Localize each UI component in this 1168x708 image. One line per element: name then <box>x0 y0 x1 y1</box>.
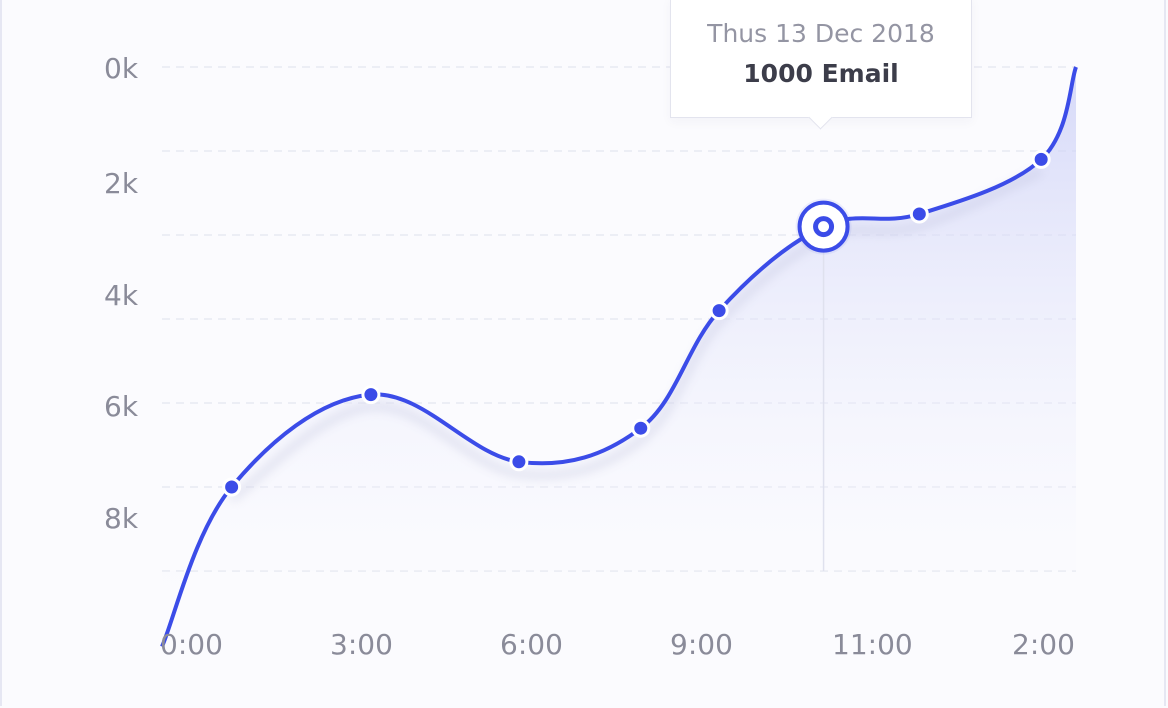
y-tick-label: 8k <box>104 502 139 535</box>
data-point[interactable] <box>509 452 529 472</box>
data-point-highlighted-core <box>813 216 835 238</box>
data-point[interactable] <box>709 301 729 321</box>
data-point[interactable] <box>909 204 929 224</box>
tooltip: Thus 13 Dec 2018 1000 Email <box>670 0 972 118</box>
data-point[interactable] <box>1031 149 1051 169</box>
x-tick-label: 3:00 <box>330 628 393 661</box>
x-tick-label: 11:00 <box>832 628 913 661</box>
tooltip-date: Thus 13 Dec 2018 <box>707 19 935 48</box>
area-fill <box>162 67 1076 647</box>
x-tick-label: 9:00 <box>670 628 733 661</box>
x-tick-label: 0:00 <box>160 628 223 661</box>
y-tick-label: 2k <box>104 167 139 200</box>
data-point[interactable] <box>631 418 651 438</box>
x-tick-label: 2:00 <box>1012 628 1075 661</box>
data-point[interactable] <box>361 385 381 405</box>
series-line <box>160 66 1078 648</box>
y-tick-label: 0k <box>104 52 139 85</box>
tooltip-value: 1000 Email <box>743 59 899 88</box>
y-tick-label: 6k <box>104 390 139 423</box>
x-tick-label: 6:00 <box>500 628 563 661</box>
line-shadow <box>229 168 1043 502</box>
data-point[interactable] <box>222 477 242 497</box>
y-tick-label: 4k <box>104 279 139 312</box>
